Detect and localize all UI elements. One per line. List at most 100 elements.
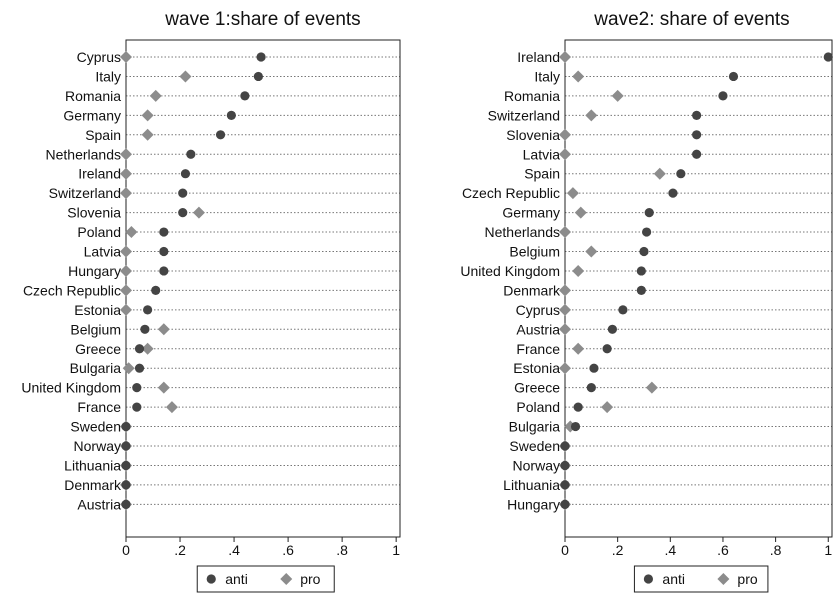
panel-1-anti-marker (151, 285, 161, 295)
panel-1-category-label: Czech Republic (23, 282, 121, 298)
panel-1-category-label: Romania (65, 88, 121, 104)
panel-2-legend-anti-symbol (643, 574, 654, 584)
panel-2-anti-marker (718, 91, 728, 101)
panel-2-x-tick-label: .2 (612, 542, 624, 558)
panel-2-anti-marker (692, 130, 702, 140)
panel-2-pro-marker (645, 381, 658, 394)
panel-1-anti-marker (121, 441, 131, 451)
panel-2-category-label: Romania (504, 88, 560, 104)
panel-2-pro-marker (559, 148, 571, 161)
panel-1-anti-marker (132, 383, 142, 393)
panel-1-x-tick-label: 0 (122, 542, 130, 558)
panel-2-anti-marker (692, 149, 702, 159)
panel-2-pro-marker (611, 89, 624, 102)
panel-1-category-label: Spain (85, 127, 121, 143)
panel-1-anti-marker (121, 460, 131, 471)
panel-2-legend-anti-label: anti (662, 571, 685, 587)
panel-2-category-label: Italy (534, 68, 560, 84)
panel-1-anti-marker (186, 149, 196, 159)
panel-2-anti-marker (602, 344, 612, 354)
panel-2-x-tick-label: .4 (664, 542, 676, 558)
panel-1-legend-box (196, 565, 335, 593)
panel-2-x-tick-label: 0 (561, 542, 569, 558)
panel-1-x-tick-label: .8 (336, 542, 348, 558)
panel-2-category-label: Spain (524, 166, 560, 182)
panel-2-anti-marker (560, 480, 570, 490)
panel-1-anti-marker (226, 110, 236, 120)
panel-2-category-label: Germany (502, 205, 560, 221)
panel-2-pro-marker (574, 206, 587, 219)
panel-1-legend-anti-label: anti (225, 571, 248, 587)
panel-1-pro-marker (120, 245, 132, 258)
panel-1-category-label: Bulgaria (70, 360, 122, 376)
panel-1-category-label: Denmark (64, 477, 122, 493)
panel-1-pro-marker (125, 226, 138, 239)
panel-1-pro-marker (179, 70, 192, 83)
panel-2-category-label: Belgium (509, 244, 560, 260)
panel-1-category-label: Germany (63, 107, 121, 123)
panel-1-x-tick-label: .2 (174, 542, 186, 558)
panel-1-pro-marker (120, 51, 132, 63)
panel-2-pro-marker (566, 187, 579, 200)
panel-1-category-label: Sweden (70, 419, 121, 435)
panel-1-anti-marker (178, 208, 188, 218)
panel-1-pro-marker (120, 264, 132, 277)
panel-1-legend-pro-symbol (280, 573, 293, 585)
panel-2-category-label: Norway (513, 457, 560, 473)
panel-1-anti-marker (178, 188, 188, 198)
panel-1-anti-marker (215, 130, 226, 140)
panel-1-category-label: Austria (77, 496, 121, 512)
panel-2-category-label: Cyprus (516, 302, 560, 318)
panel-2-category-label: Sweden (509, 438, 560, 454)
panel-1-pro-marker (141, 342, 154, 355)
panel-2-pro-marker (559, 303, 571, 316)
panel-1-anti-marker (121, 421, 131, 432)
panel-2-pro-marker (559, 51, 571, 63)
panel-2-category-label: Bulgaria (509, 419, 561, 435)
panel-2-pro-marker (559, 323, 571, 336)
panel-2-category-label: Lithuania (503, 477, 560, 493)
panel-2-category-label: Ireland (517, 49, 560, 65)
panel-1-category-label: Switzerland (49, 185, 121, 201)
panel-1-category-label: Slovenia (67, 205, 121, 221)
panel-2-pro-marker (572, 342, 585, 355)
panel-2-anti-marker (618, 305, 628, 315)
panel-1-pro-marker (122, 362, 135, 375)
panel-1-legend-pro-label: pro (300, 571, 320, 587)
panel-1-anti-marker (256, 52, 266, 62)
panel-1-pro-marker (141, 109, 154, 122)
panel-1-pro-marker (192, 206, 205, 219)
panel-2-anti-marker (728, 71, 739, 82)
panel-2-anti-marker (589, 363, 599, 373)
panel-1-category-label: Hungary (68, 263, 121, 279)
panel-1-anti-marker (159, 266, 169, 276)
panel-1-anti-marker (134, 363, 145, 373)
panel-2-x-tick-label: .6 (717, 542, 729, 558)
panel-1-category-label: Estonia (74, 302, 121, 318)
panel-2-category-label: Greece (514, 380, 560, 396)
panel-1-pro-marker (157, 381, 170, 394)
panel-2-anti-marker (642, 227, 652, 237)
panel-1-legend-anti-symbol (206, 574, 216, 584)
panel-1-category-label: Italy (95, 68, 121, 84)
panel-1-x-tick-label: .4 (228, 542, 240, 558)
panel-1-title: wave 1:share of events (164, 9, 360, 30)
panel-2-category-label: United Kingdom (460, 263, 560, 279)
panel-1-pro-marker (165, 401, 178, 414)
panel-1-x-tick-label: .6 (282, 542, 294, 558)
panel-2-legend-pro-label: pro (737, 571, 757, 587)
panel-1-anti-marker (121, 480, 131, 490)
panel-2-pro-marker (585, 245, 598, 258)
panel-1-pro-marker (120, 284, 132, 297)
panel-1-anti-marker (132, 402, 142, 412)
panel-2-category-label: Slovenia (506, 127, 560, 143)
panel-1-pro-marker (120, 303, 132, 316)
panel-2-pro-marker (559, 226, 571, 239)
panel-1-pro-marker (120, 148, 132, 161)
panel-2-pro-marker (559, 284, 571, 297)
panel-1-category-label: Netherlands (46, 146, 122, 162)
panel-1-pro-marker (141, 128, 154, 141)
panel-2-anti-marker (586, 383, 596, 393)
panel-1-category-label: Latvia (84, 244, 122, 260)
